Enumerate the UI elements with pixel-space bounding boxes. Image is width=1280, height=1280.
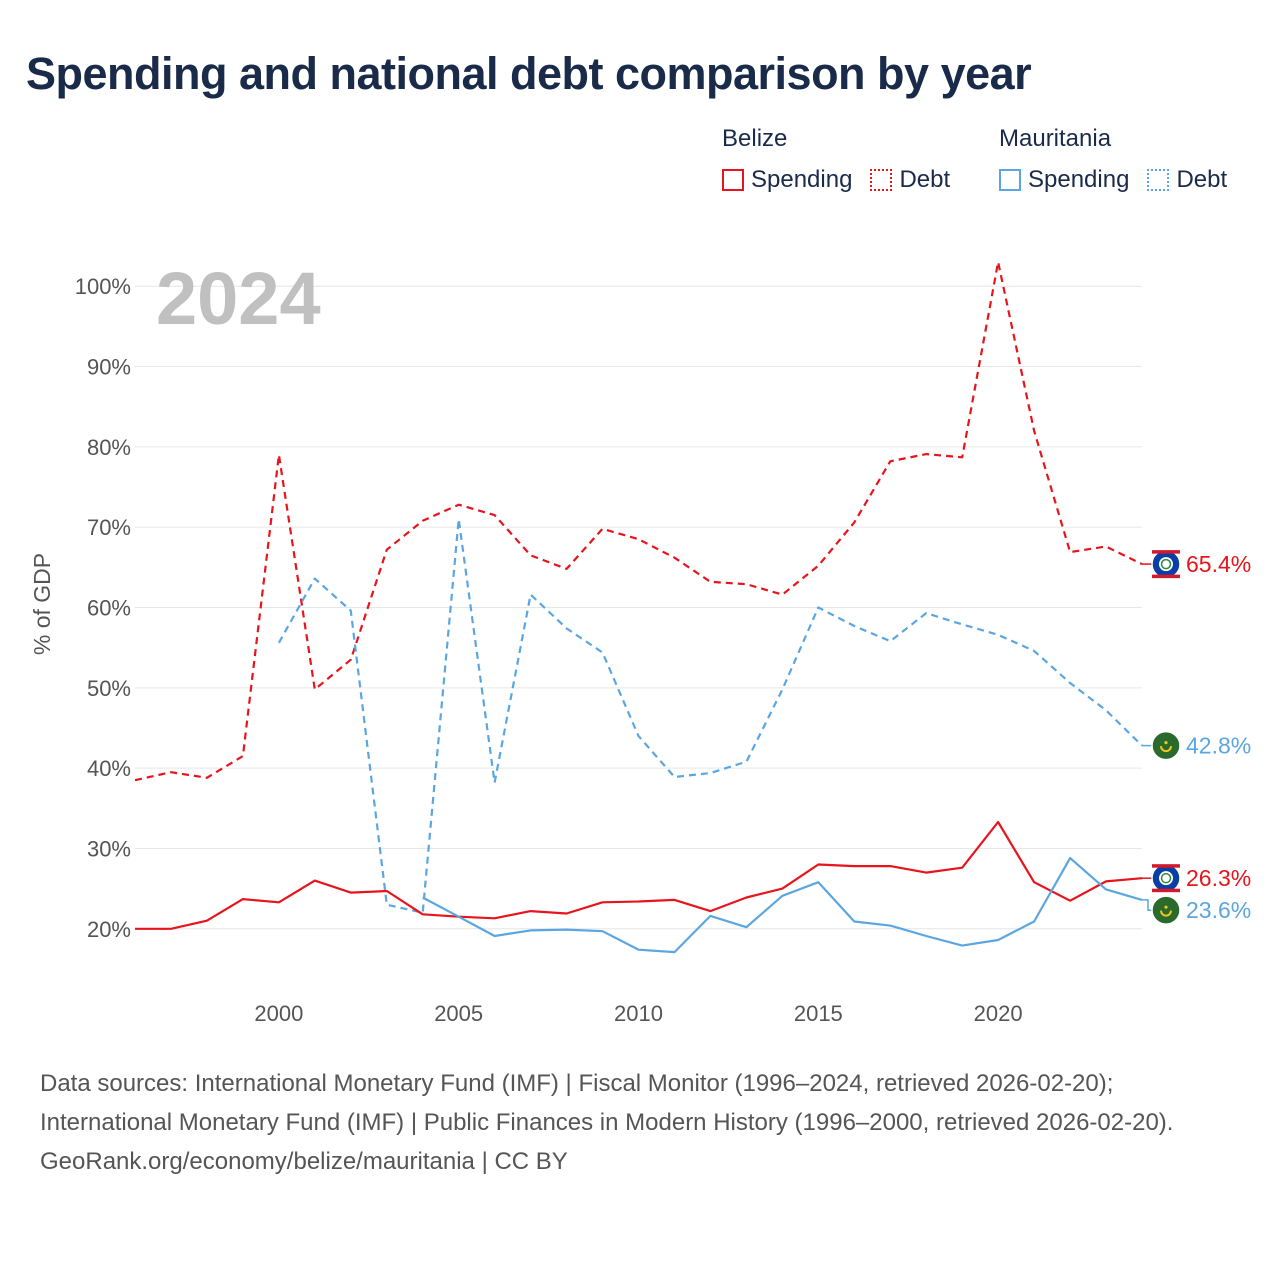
y-tick-label-100: 100% (75, 274, 131, 299)
end-value-label-belize-spending: 26.3% (1186, 865, 1251, 891)
flag-wreath-belize (1160, 558, 1172, 570)
x-tick-label-2020: 2020 (974, 1001, 1023, 1026)
flag-icon-mauritania (1151, 730, 1181, 761)
legend-country-mauritania: Mauritania (999, 125, 1112, 152)
flag-stripe-belize-top (1152, 550, 1180, 554)
x-tick-label-2010: 2010 (614, 1001, 663, 1026)
footer: Data sources: International Monetary Fun… (40, 1064, 1240, 1181)
legend-group-belize: Belize Spending Debt (722, 122, 968, 194)
end-value-label-mauritania-spending: 23.6% (1186, 897, 1251, 923)
data-sources-text: Data sources: International Monetary Fun… (40, 1070, 1174, 1136)
legend: Belize Spending Debt Mauritania Spending… (0, 122, 1280, 202)
x-tick-label-2015: 2015 (794, 1001, 843, 1026)
y-tick-label-60: 60% (87, 596, 131, 621)
flag-icon-mauritania (1151, 895, 1181, 925)
legend-item-mauritania-debt[interactable]: Debt (1147, 166, 1227, 194)
flag-stripe-belize-bottom (1152, 574, 1180, 579)
legend-item-belize-debt[interactable]: Debt (870, 166, 950, 194)
legend-label-belize-debt: Debt (899, 166, 951, 193)
legend-item-mauritania-spending[interactable]: Spending (999, 166, 1129, 194)
legend-label-belize-spending: Spending (751, 166, 853, 193)
y-tick-label-70: 70% (87, 515, 131, 540)
legend-swatch-mauritania-spending (999, 169, 1021, 191)
y-tick-label-20: 20% (87, 917, 131, 942)
y-tick-label-30: 30% (87, 836, 131, 861)
y-tick-label-50: 50% (87, 676, 131, 701)
x-tick-label-2005: 2005 (434, 1001, 483, 1026)
flag-stripe-belize-bottom (1152, 888, 1180, 893)
line-chart: 2024 % of GDP 20% 30% 40% 50% 60% 70% 80% 90% 10… (29, 257, 1251, 1026)
end-markers: 65.4% 42.8% 26.3% 23.6% (1142, 549, 1251, 925)
flag-star-mauritania (1164, 905, 1168, 909)
y-tick-label-40: 40% (87, 756, 131, 781)
legend-swatch-belize-debt (870, 169, 893, 191)
flag-wreath-belize (1160, 872, 1172, 884)
credit-text: GeoRank.org/economy/belize/mauritania | … (40, 1148, 568, 1175)
series-lines (134, 261, 1143, 954)
legend-item-belize-spending[interactable]: Spending (722, 166, 852, 194)
x-tick-label-2000: 2000 (254, 1001, 303, 1026)
legend-swatch-mauritania-debt (1147, 169, 1170, 191)
y-axis-label: % of GDP (29, 553, 55, 655)
chart-title: Spending and national debt comparison by… (26, 48, 1032, 99)
legend-label-mauritania-spending: Spending (1028, 166, 1130, 193)
year-watermark: 2024 (156, 257, 321, 340)
x-axis-ticks: 2000 2005 2010 2015 2020 (254, 1001, 1022, 1026)
flag-crescent-mauritania (1160, 745, 1172, 753)
legend-label-mauritania-debt: Debt (1176, 166, 1228, 193)
y-axis-ticks: 20% 30% 40% 50% 60% 70% 80% 90% 100% (75, 274, 131, 942)
flag-crescent-mauritania (1160, 910, 1172, 917)
gridlines (135, 285, 1142, 930)
end-value-label-belize-debt: 65.4% (1186, 551, 1251, 577)
flag-stripe-belize-top (1152, 864, 1180, 868)
end-value-label-mauritania-debt: 42.8% (1186, 733, 1251, 759)
y-tick-label-80: 80% (87, 435, 131, 460)
series-line-mauritania-spending (422, 857, 1143, 954)
end-connector-mauritania-spending (1142, 899, 1152, 911)
flag-star-mauritania (1164, 741, 1168, 745)
y-tick-label-90: 90% (87, 355, 131, 380)
legend-group-mauritania: Mauritania Spending Debt (999, 122, 1245, 194)
legend-swatch-belize-spending (722, 169, 744, 191)
legend-country-belize: Belize (722, 125, 788, 152)
series-line-belize-spending (135, 820, 1143, 930)
series-line-belize-debt (134, 261, 1143, 782)
series-line-mauritania-debt (277, 518, 1143, 914)
